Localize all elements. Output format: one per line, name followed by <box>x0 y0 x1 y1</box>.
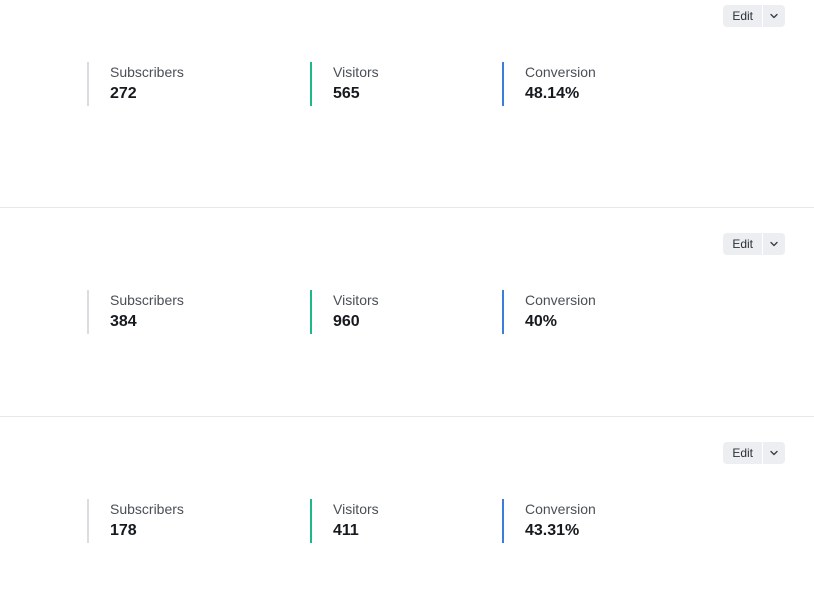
chevron-down-icon <box>770 13 778 19</box>
stat-visitors: Visitors 411 <box>310 499 379 543</box>
stats-card: Edit Subscribers 272 Visitors 565 Conver… <box>0 0 814 208</box>
stat-label: Subscribers <box>110 64 184 80</box>
stat-label: Conversion <box>525 292 596 308</box>
stat-conversion: Conversion 40% <box>502 290 596 334</box>
more-options-button[interactable] <box>763 5 785 27</box>
card-actions: Edit <box>723 442 785 464</box>
stat-label: Conversion <box>525 64 596 80</box>
stat-value: 565 <box>333 85 360 102</box>
stat-label: Visitors <box>333 501 379 517</box>
stat-conversion: Conversion 43.31% <box>502 499 596 543</box>
edit-button[interactable]: Edit <box>723 442 762 464</box>
stat-value: 43.31% <box>525 522 580 539</box>
stat-label: Conversion <box>525 501 596 517</box>
stat-value: 272 <box>110 85 137 102</box>
card-actions: Edit <box>723 233 785 255</box>
stat-label: Visitors <box>333 64 379 80</box>
chevron-down-icon <box>770 241 778 247</box>
edit-button[interactable]: Edit <box>723 233 762 255</box>
stat-conversion: Conversion 48.14% <box>502 62 596 106</box>
stat-value: 384 <box>110 313 137 330</box>
edit-button[interactable]: Edit <box>723 5 762 27</box>
stat-label: Subscribers <box>110 501 184 517</box>
chevron-down-icon <box>770 450 778 456</box>
stats-card: Edit Subscribers 384 Visitors 960 Conver… <box>0 208 814 417</box>
stats-card: Edit Subscribers 178 Visitors 411 Conver… <box>0 417 814 594</box>
stat-subscribers: Subscribers 384 <box>87 290 184 334</box>
stat-subscribers: Subscribers 272 <box>87 62 184 106</box>
more-options-button[interactable] <box>763 233 785 255</box>
more-options-button[interactable] <box>763 442 785 464</box>
stat-value: 178 <box>110 522 137 539</box>
stat-subscribers: Subscribers 178 <box>87 499 184 543</box>
stat-visitors: Visitors 565 <box>310 62 379 106</box>
stat-value: 48.14% <box>525 85 580 102</box>
stat-label: Visitors <box>333 292 379 308</box>
stat-visitors: Visitors 960 <box>310 290 379 334</box>
stat-value: 960 <box>333 313 360 330</box>
stat-value: 40% <box>525 313 558 330</box>
stat-value: 411 <box>333 522 359 539</box>
stat-label: Subscribers <box>110 292 184 308</box>
card-actions: Edit <box>723 5 785 27</box>
